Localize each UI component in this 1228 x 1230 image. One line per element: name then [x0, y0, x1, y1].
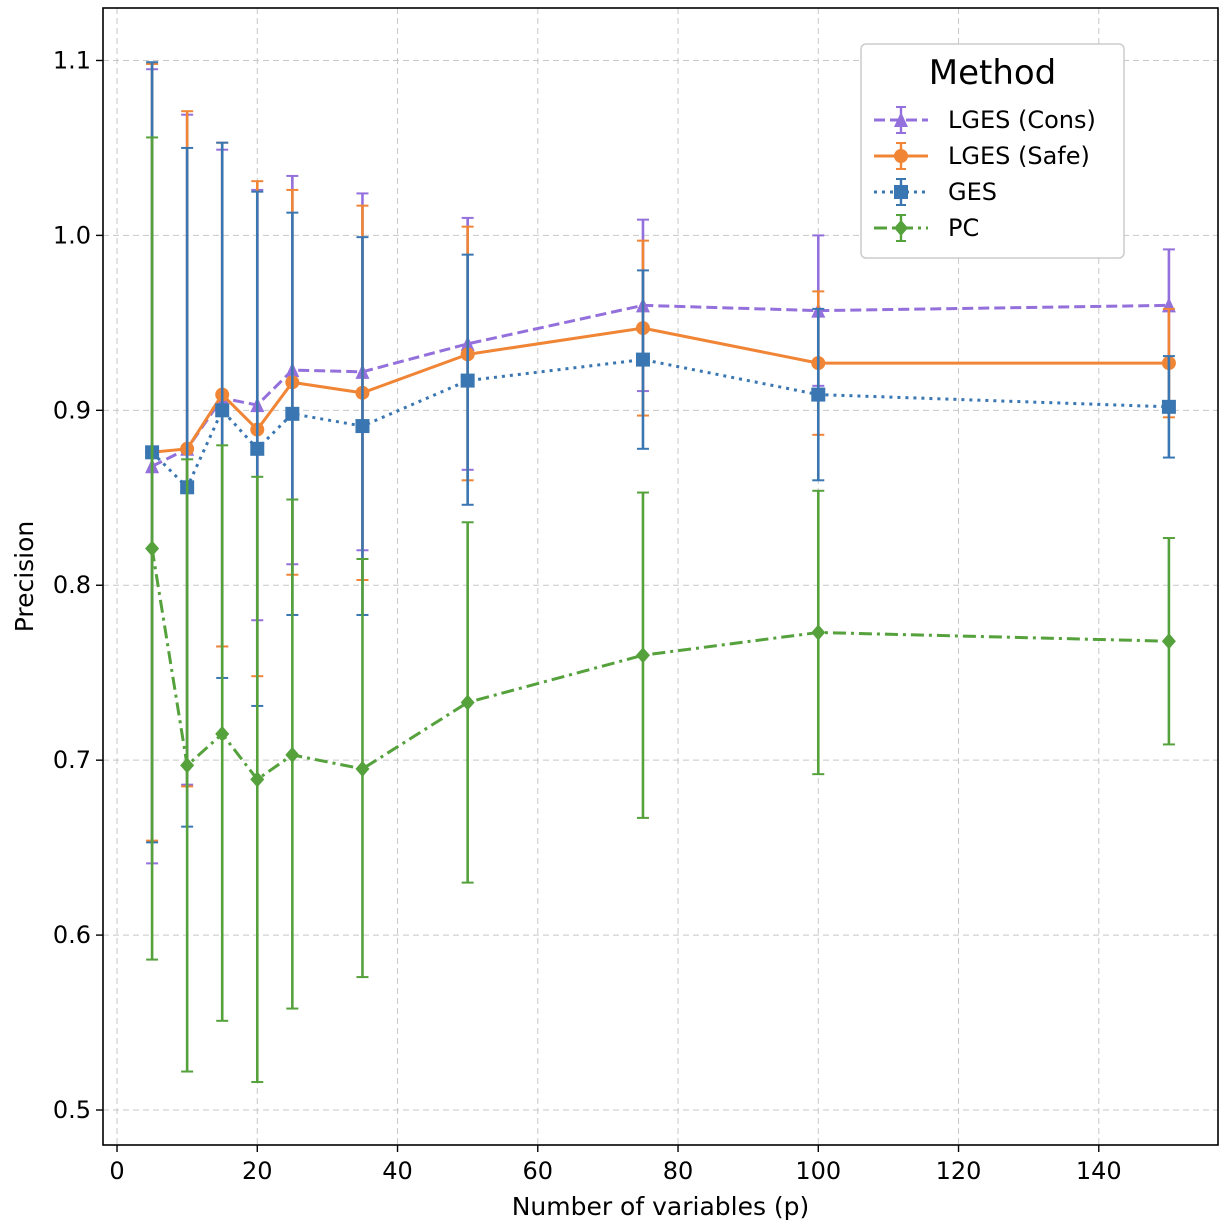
x-tick-label: 0: [109, 1157, 124, 1185]
x-tick-label: 100: [795, 1157, 841, 1185]
data-point: [180, 757, 195, 774]
legend-marker: [894, 149, 908, 163]
plot-frame: [102, 7, 1219, 1146]
legend-marker: [894, 185, 908, 199]
x-tick-label: 140: [1076, 1157, 1122, 1185]
x-tick-label: 20: [242, 1157, 273, 1185]
legend-label: LGES (Cons): [948, 106, 1096, 134]
data-point: [635, 352, 650, 367]
series-line-pc: [150, 548, 1169, 781]
data-point: [635, 647, 650, 664]
series-line-lges-safe: [151, 326, 1169, 454]
data-point: [1161, 399, 1176, 414]
data-point: [250, 771, 265, 788]
y-tick-label: 0.8: [53, 571, 91, 599]
y-tick-label: 1.1: [53, 46, 91, 74]
legend-label: PC: [948, 214, 979, 242]
series-pc: [145, 136, 1176, 1084]
y-axis-label: Precision: [10, 521, 39, 633]
legend-item-ges: GES: [874, 178, 997, 206]
data-point: [215, 403, 230, 418]
data-point: [811, 387, 826, 402]
data-point: [285, 406, 300, 421]
y-tick-label: 0.7: [53, 746, 91, 774]
legend-box: [860, 43, 1125, 259]
series-layer: [145, 61, 1176, 1084]
y-tick-label: 0.6: [53, 921, 91, 949]
data-point: [355, 419, 370, 434]
x-tick-label: 120: [936, 1157, 982, 1185]
legend-item-pc: PC: [874, 214, 979, 242]
legend-marker: [894, 220, 908, 236]
x-tick-label: 80: [663, 1157, 694, 1185]
x-axis-label: Number of variables (p): [512, 1192, 810, 1221]
data-point: [460, 373, 475, 388]
legend-marker: [894, 112, 908, 127]
legend-item-lges-safe: LGES (Safe): [874, 142, 1090, 170]
data-point: [460, 694, 475, 711]
data-point: [1161, 633, 1176, 650]
legend-item-lges-cons: LGES (Cons): [874, 106, 1096, 134]
x-tick-label: 60: [523, 1157, 554, 1185]
legend: Method LGES (Cons) LGES (Safe) GES PC: [860, 43, 1125, 259]
legend-title: Method: [929, 53, 1057, 93]
data-point: [811, 624, 826, 641]
data-point: [250, 441, 265, 456]
data-point: [285, 746, 300, 763]
y-tick-label: 0.5: [53, 1096, 91, 1124]
legend-label: GES: [948, 178, 997, 206]
x-tick-label: 40: [382, 1157, 413, 1185]
data-point: [355, 760, 370, 777]
data-point: [145, 540, 160, 557]
legend-label: LGES (Safe): [948, 142, 1090, 170]
y-axis: 0.5 0.6 0.7 0.8 0.9 1.0 1.1: [53, 46, 103, 1124]
data-point: [215, 725, 230, 742]
y-tick-label: 1.0: [53, 221, 91, 249]
x-axis: 0 20 40 60 80 100 120 140: [109, 1145, 1122, 1185]
y-tick-label: 0.9: [53, 396, 91, 424]
